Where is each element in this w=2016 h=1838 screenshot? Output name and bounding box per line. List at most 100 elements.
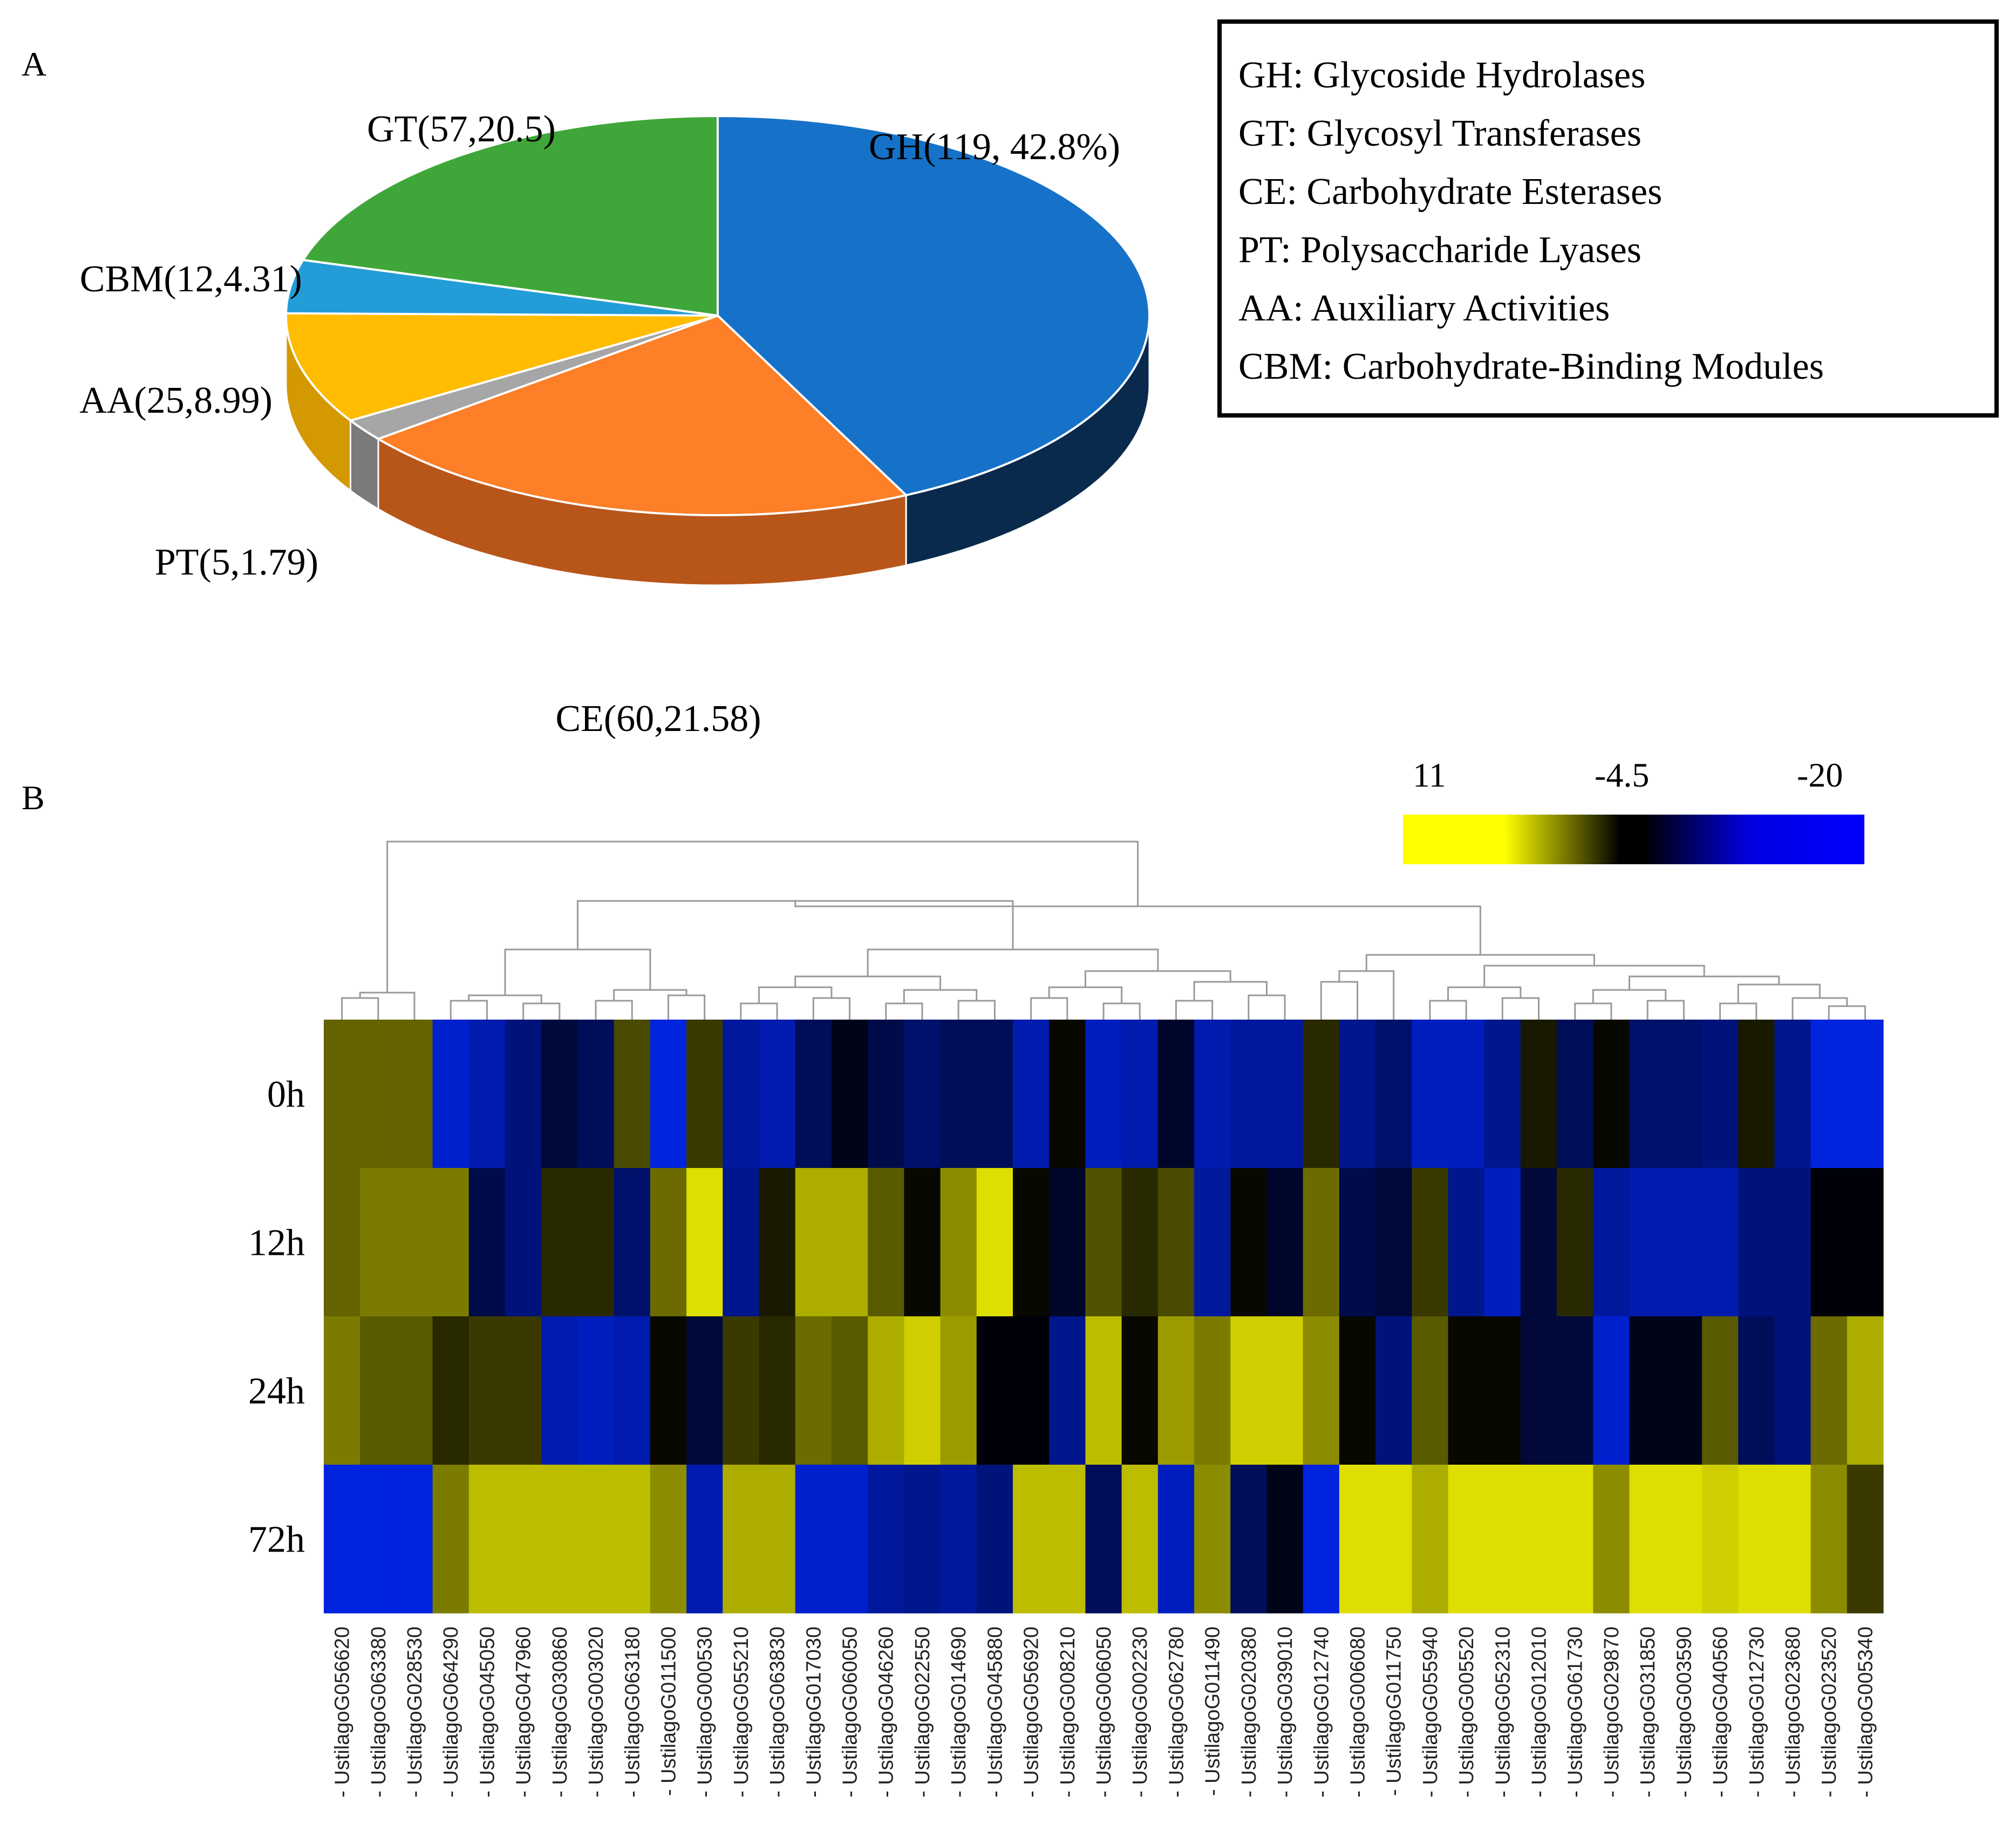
heatmap-cell	[904, 1465, 941, 1614]
heatmap-cell	[1701, 1168, 1739, 1317]
heatmap-cell	[468, 1465, 506, 1614]
column-label: - UstilagoG011750	[1383, 1627, 1406, 1796]
column-label: - UstilagoG012740	[1310, 1627, 1333, 1798]
heatmap-cell	[468, 1168, 506, 1317]
column-label: - UstilagoG000530	[694, 1627, 717, 1798]
heatmap-cell	[1085, 1168, 1122, 1317]
heatmap-cell	[1085, 1465, 1122, 1614]
pie-label-gh: GH(119, 42.8%)	[869, 126, 1120, 168]
heatmap-cell	[1665, 1465, 1702, 1614]
heatmap-cell	[1665, 1168, 1702, 1317]
heatmap-cell	[686, 1168, 723, 1317]
dendrogram-link	[1737, 983, 1821, 1003]
heatmap-cell	[686, 1020, 723, 1169]
heatmap-cell	[324, 1168, 360, 1317]
heatmap-cell	[324, 1465, 360, 1614]
heatmap-row-labels: 0h 12h 24h 72h	[248, 1074, 305, 1561]
heatmap-cell	[1557, 1465, 1593, 1614]
panel-label-a: A	[22, 45, 46, 83]
dendrogram-link	[1629, 975, 1780, 990]
heatmap-cell	[904, 1020, 941, 1169]
dendrogram-link	[867, 948, 1159, 976]
heatmap-cell	[1230, 1020, 1268, 1169]
legend-item-cbm: CBM: Carbohydrate-Binding Modules	[1238, 346, 1824, 387]
dendrogram-link	[1792, 997, 1848, 1020]
dendrogram-link	[1501, 997, 1540, 1020]
heatmap-cell	[1049, 1168, 1086, 1317]
dendrogram-link	[468, 994, 542, 1003]
heatmap-cell	[940, 1316, 977, 1465]
heatmap-cell	[976, 1316, 1013, 1465]
column-label: - UstilagoG014690	[948, 1627, 970, 1798]
heatmap-cell	[1810, 1020, 1848, 1169]
heatmap-cell	[541, 1020, 578, 1169]
heatmap-cell	[723, 1316, 760, 1465]
heatmap-cell	[1701, 1465, 1739, 1614]
heatmap-cell	[1230, 1465, 1268, 1614]
legend-item-gh: GH: Glycoside Hydrolases	[1238, 54, 1645, 96]
dendrogram-link	[1248, 994, 1286, 1020]
heatmap-cell	[1810, 1168, 1848, 1317]
heatmap-cell	[1375, 1020, 1412, 1169]
heatmap-cell	[723, 1020, 760, 1169]
heatmap-cell	[1557, 1168, 1593, 1317]
heatmap-cell	[432, 1316, 469, 1465]
heatmap-cell	[1157, 1168, 1195, 1317]
heatmap-cell	[1520, 1168, 1557, 1317]
heatmap-cell	[795, 1465, 832, 1614]
dendrogram-link	[359, 992, 416, 1020]
dendrogram-link	[667, 994, 706, 1020]
heatmap-cell	[1484, 1168, 1521, 1317]
heatmap-cell	[505, 1465, 542, 1614]
heatmap-cell	[976, 1020, 1013, 1169]
dendrogram-link	[758, 986, 833, 1003]
heatmap-cell	[1266, 1168, 1304, 1317]
pie-legend: GH: Glycoside Hydrolases GT: Glycosyl Tr…	[1217, 19, 1999, 418]
heatmap-cell	[1230, 1316, 1268, 1465]
dendrogram-link	[1048, 986, 1123, 1003]
legend-item-pt: PT: Polysaccharide Lyases	[1238, 229, 1642, 271]
pie-chart: GH(119, 42.8%) CE(60,21.58) PT(5,1.79) AA(2…	[79, 108, 1150, 740]
pie-label-cbm: CBM(12,4.31)	[80, 258, 302, 300]
heatmap-cell	[831, 1465, 868, 1614]
heatmap-cell	[432, 1168, 469, 1317]
dendrogram-link	[386, 841, 1139, 993]
column-label: - UstilagoG031850	[1637, 1627, 1659, 1798]
dendrogram-link	[1574, 1002, 1612, 1020]
heatmap-cell	[1738, 1465, 1775, 1614]
heatmap-cell	[1012, 1020, 1050, 1169]
heatmap-cell	[1121, 1465, 1159, 1614]
column-label: - UstilagoG029870	[1600, 1627, 1623, 1798]
color-scale-bar	[1403, 815, 1864, 864]
column-label: - UstilagoG023520	[1818, 1627, 1841, 1798]
heatmap-cell	[1484, 1465, 1521, 1614]
column-label: - UstilagoG008210	[1057, 1627, 1079, 1798]
heatmap-cell	[868, 1316, 904, 1465]
column-label: - UstilagoG020380	[1238, 1627, 1261, 1798]
heatmap-cell	[940, 1465, 977, 1614]
column-label: - UstilagoG006080	[1346, 1627, 1369, 1798]
column-label: - UstilagoG047960	[513, 1627, 535, 1798]
heatmap-cell	[759, 1316, 796, 1465]
column-label: - UstilagoG040560	[1709, 1627, 1732, 1798]
scale-tick-max: 11	[1413, 756, 1446, 794]
dendrogram-link	[1102, 1002, 1141, 1020]
heatmap-cell	[1557, 1316, 1593, 1465]
dendrogram-link	[1175, 1000, 1214, 1020]
heatmap-cell	[577, 1168, 615, 1317]
heatmap-cell	[541, 1168, 578, 1317]
heatmap-cell	[541, 1316, 578, 1465]
heatmap-cell	[904, 1316, 941, 1465]
legend-item-aa: AA: Auxiliary Activities	[1238, 288, 1610, 329]
row-label: 24h	[248, 1371, 305, 1412]
heatmap-cell	[1303, 1020, 1340, 1169]
heatmap-cell	[396, 1316, 433, 1465]
heatmap-cell	[904, 1168, 941, 1317]
dendrogram-link	[794, 901, 1481, 955]
heatmap-cell	[795, 1316, 832, 1465]
dendrogram	[341, 841, 1866, 1020]
dendrogram-link	[522, 1002, 561, 1020]
heatmap-cell	[1266, 1316, 1304, 1465]
column-label: - UstilagoG045050	[476, 1627, 499, 1798]
heatmap-cell	[1701, 1020, 1739, 1169]
